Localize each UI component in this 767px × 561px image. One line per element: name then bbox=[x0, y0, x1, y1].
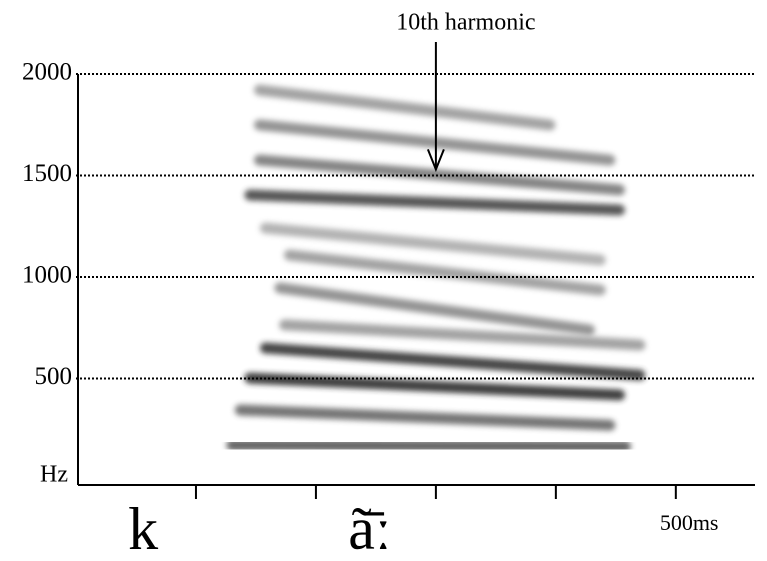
harmonic-band bbox=[279, 319, 646, 351]
harmonic-band bbox=[284, 249, 606, 296]
harmonic-band bbox=[234, 404, 616, 431]
harmonic-band bbox=[244, 372, 625, 401]
segment-label: ã̄ː bbox=[348, 496, 391, 561]
harmonic-band bbox=[274, 282, 595, 336]
harmonic-band bbox=[254, 154, 625, 196]
annotation-text: 10th harmonic bbox=[396, 10, 535, 36]
x-tick-label: 500ms bbox=[660, 510, 719, 535]
harmonic-band bbox=[260, 222, 606, 266]
spectrogram bbox=[200, 78, 646, 453]
harmonic-band bbox=[254, 119, 616, 166]
harmonic-band bbox=[254, 84, 556, 131]
y-tick-label: 1000 bbox=[22, 262, 72, 289]
harmonic-band bbox=[244, 189, 625, 216]
segment-label: k bbox=[128, 496, 158, 561]
harmonic-band bbox=[260, 342, 646, 381]
annotation-arrowhead bbox=[426, 149, 445, 173]
y-axis-label: Hz bbox=[40, 462, 68, 488]
y-tick-label: 500 bbox=[35, 363, 73, 390]
harmonic-band bbox=[226, 439, 631, 453]
y-tick-label: 1500 bbox=[22, 160, 72, 187]
y-tick-label: 2000 bbox=[22, 59, 72, 86]
